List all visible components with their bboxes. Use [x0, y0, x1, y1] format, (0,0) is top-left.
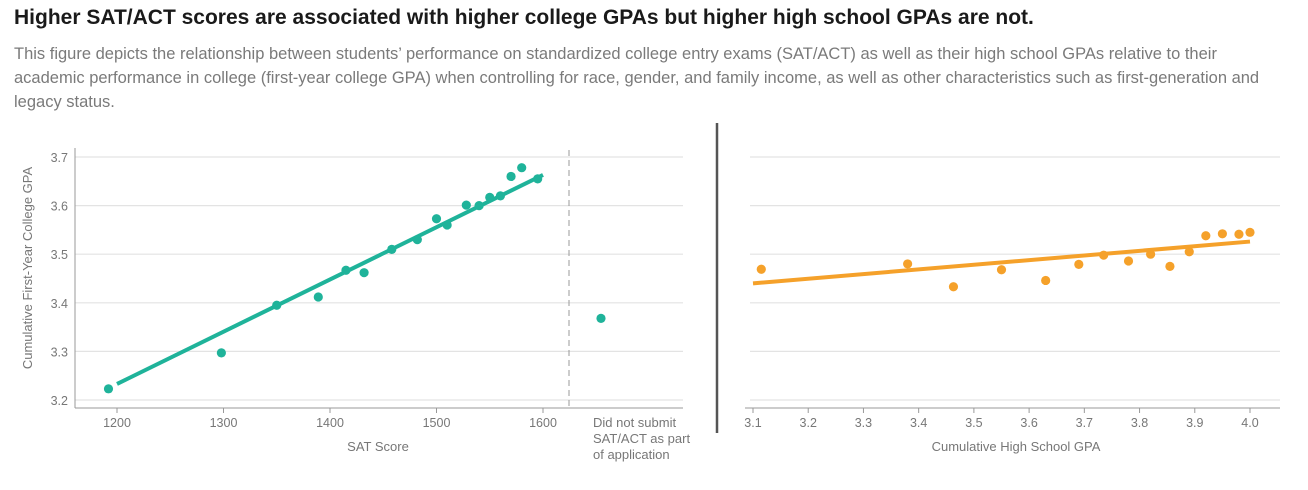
data-point: [506, 171, 516, 182]
data-point: [996, 265, 1007, 275]
data-point: [1184, 247, 1194, 257]
data-point: [216, 348, 226, 358]
x-axis-label: SAT Score: [347, 439, 409, 454]
data-point: [485, 192, 495, 202]
x-tick-label: 3.6: [1020, 416, 1037, 430]
x-tick-label: 3.2: [800, 416, 817, 430]
data-point: [1217, 229, 1227, 239]
x-tick-label: 3.3: [855, 416, 872, 430]
x-tick-label: 1600: [529, 416, 557, 430]
data-point: [1201, 231, 1211, 241]
data-point: [533, 174, 543, 184]
x-tick-label: 4.0: [1241, 416, 1258, 430]
data-point: [1099, 250, 1109, 260]
data-point: [903, 259, 913, 269]
data-point: [756, 264, 766, 274]
data-point: [341, 265, 351, 275]
x-tick-label: 3.8: [1131, 416, 1148, 430]
x-tick-label: 1400: [316, 416, 344, 430]
y-tick-label: 3.2: [51, 394, 68, 408]
y-tick-label: 3.7: [51, 151, 68, 165]
data-point: [313, 292, 323, 302]
x-tick-label: 3.1: [744, 416, 761, 430]
data-point: [1123, 256, 1134, 266]
data-point: [495, 191, 505, 201]
extra-category-label: Did not submit: [593, 415, 676, 430]
data-point: [442, 220, 452, 230]
data-point: [431, 214, 442, 224]
y-axis-label: Cumulative First-Year College GPA: [20, 167, 35, 370]
chart-title: Higher SAT/ACT scores are associated wit…: [14, 6, 1034, 29]
data-point: [948, 282, 959, 292]
extra-category-label: of application: [593, 447, 670, 462]
data-point: [1165, 261, 1175, 271]
data-point: [461, 200, 471, 210]
x-tick-label: 3.7: [1076, 416, 1093, 430]
x-tick-label: 3.4: [910, 416, 927, 430]
y-tick-label: 3.3: [51, 345, 68, 359]
data-point: [1041, 275, 1051, 286]
data-point: [412, 235, 422, 245]
x-tick-label: 1200: [103, 416, 131, 430]
data-point: [474, 201, 484, 211]
chart-subtitle: This figure depicts the relationship bet…: [14, 45, 1260, 111]
data-point: [517, 163, 527, 173]
trend-line: [116, 173, 544, 386]
data-point: [103, 384, 114, 394]
data-point: [1074, 259, 1084, 270]
x-axis-label: Cumulative High School GPA: [932, 439, 1101, 454]
y-tick-label: 3.5: [51, 248, 68, 262]
data-point: [272, 300, 282, 310]
data-point: [1234, 229, 1244, 239]
y-tick-label: 3.6: [51, 200, 68, 214]
x-tick-label: 1300: [210, 416, 238, 430]
data-point-no-test: [596, 313, 606, 323]
extra-category-label: SAT/ACT as part: [593, 431, 690, 446]
trend-line: [752, 239, 1251, 286]
data-point: [359, 268, 369, 278]
x-tick-label: 1500: [423, 416, 451, 430]
data-point: [1146, 249, 1156, 259]
y-tick-label: 3.4: [51, 297, 68, 311]
x-tick-label: 3.9: [1186, 416, 1203, 430]
data-point: [387, 244, 397, 254]
x-tick-label: 3.5: [965, 416, 982, 430]
data-point: [1245, 227, 1255, 237]
